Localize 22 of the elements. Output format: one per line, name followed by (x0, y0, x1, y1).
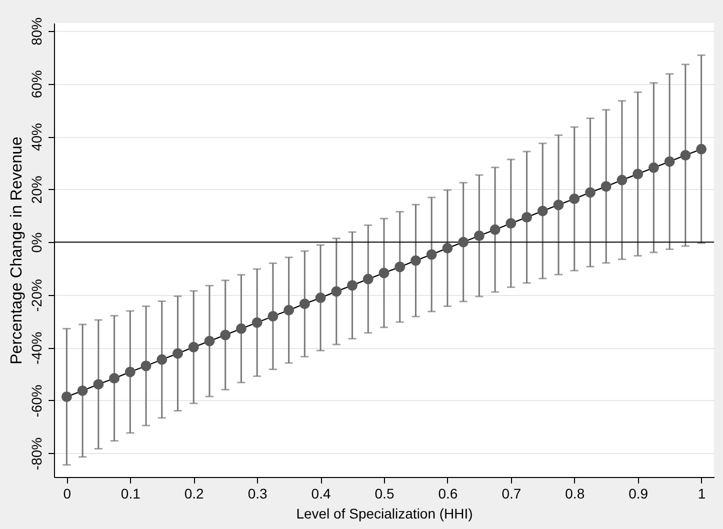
x-tick-label: 0.6 (438, 486, 458, 502)
y-tick-label: 20% (28, 176, 44, 204)
y-tick-label: -60% (28, 384, 44, 418)
x-tick-label: 0.5 (374, 486, 394, 502)
x-axis-title: Level of Specialization (HHI) (296, 506, 473, 522)
y-tick-label: 0% (28, 232, 44, 253)
y-tick-label: -80% (28, 437, 44, 470)
y-tick-label: -20% (28, 279, 44, 312)
x-tick-label: 0.9 (628, 486, 648, 502)
x-tick-label: 1 (698, 486, 706, 502)
y-tick-label: 60% (28, 70, 44, 98)
x-tick-label: 0.2 (184, 486, 204, 502)
x-tick-label: 0.1 (120, 486, 141, 502)
x-tick-label: 0.7 (502, 486, 522, 502)
y-tick-label: 80% (28, 17, 44, 46)
y-axis-title: Percentage Change in Revenue (8, 136, 26, 364)
x-tick-label: 0.8 (565, 486, 585, 502)
x-tick-label: 0.3 (248, 486, 268, 502)
y-tick-label: 40% (28, 122, 44, 152)
x-tick-label: 0 (63, 486, 72, 502)
x-tick-label: 0.4 (311, 486, 331, 502)
y-tick-label: -40% (28, 332, 44, 365)
